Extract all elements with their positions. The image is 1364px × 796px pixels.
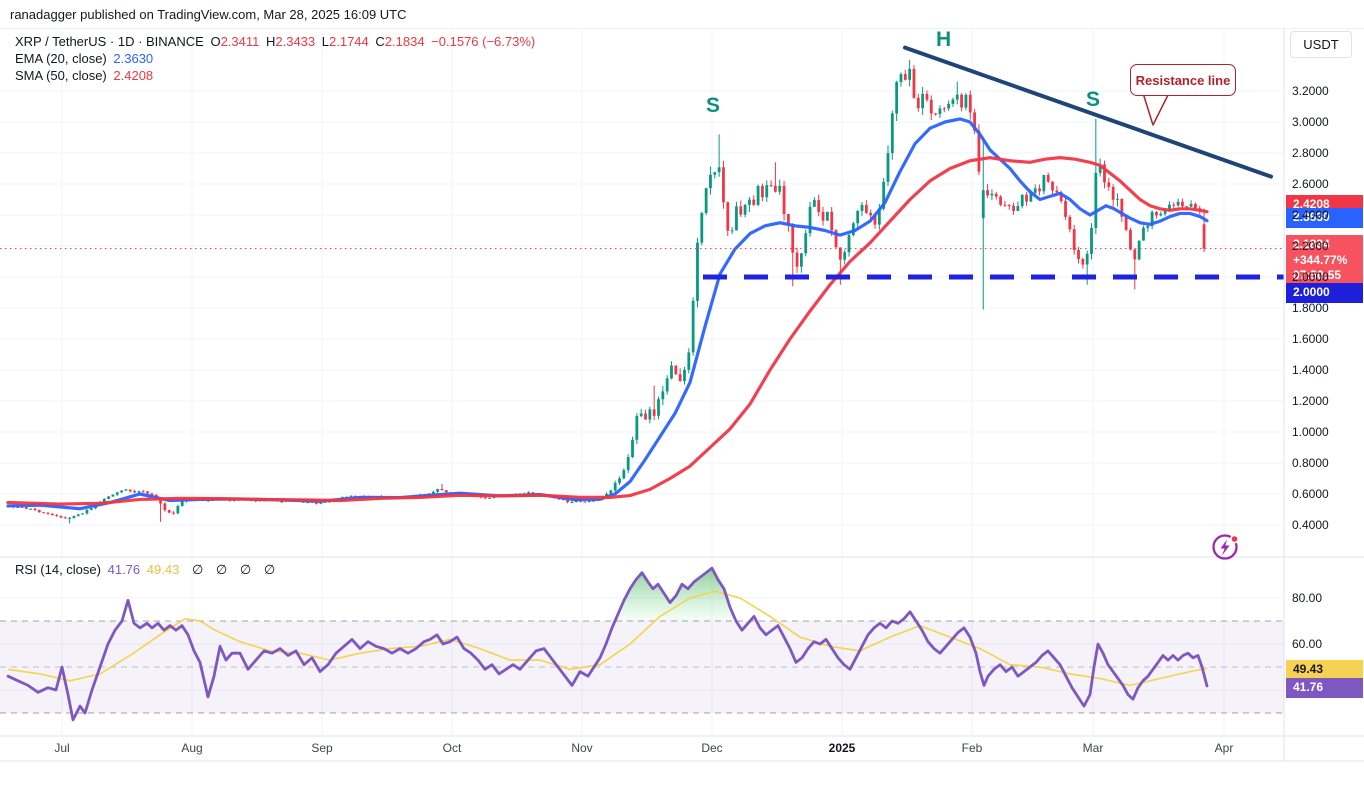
- ema-value: 2.3630: [113, 51, 154, 66]
- published-line: ranadagger published on TradingView.com,…: [10, 7, 407, 22]
- rsi-tick-label: 60.00: [1292, 637, 1323, 651]
- price-value-badge: 2.0000: [1286, 283, 1363, 303]
- time-axis-month-label: Oct: [442, 741, 462, 755]
- ema-legend-row[interactable]: EMA (20, close) 2.3630: [15, 51, 156, 66]
- symbol-title: XRP / TetherUS · 1D · BINANCE: [15, 34, 204, 49]
- rsi-label: RSI (14, close): [15, 562, 101, 577]
- right-shoulder-label[interactable]: S: [1086, 88, 1101, 111]
- price-value-badge: 2.1834 +344.77% 07:50:55: [1286, 235, 1363, 286]
- sma-value: 2.4208: [113, 68, 154, 83]
- pane-resize-handle[interactable]: [0, 553, 1284, 559]
- lightning-ideas-icon[interactable]: [1210, 531, 1242, 563]
- rsi-ma-value: 49.43: [146, 562, 180, 577]
- price-tick-label: 1.0000: [1292, 425, 1329, 439]
- time-axis-month-label: Jul: [54, 741, 70, 755]
- footer-bar: TradingView: [0, 762, 1364, 796]
- ohlc-close-key: C: [375, 34, 385, 49]
- ohlc-low-key: L: [321, 34, 329, 49]
- rsi-value-badge: 41.76: [1286, 678, 1363, 698]
- ohlc-open-key: O: [210, 34, 221, 49]
- time-axis-month-label: Apr: [1214, 741, 1234, 755]
- resistance-callout-text: Resistance line: [1135, 72, 1231, 88]
- sma-legend-row[interactable]: SMA (50, close) 2.4208: [15, 68, 156, 83]
- price-tick-label: 3.0000: [1292, 115, 1329, 129]
- price-tick-label: 1.2000: [1292, 394, 1329, 408]
- ohlc-close-value: 2.1834: [384, 34, 425, 49]
- ohlc-high-key: H: [265, 34, 276, 49]
- left-shoulder-label[interactable]: S: [706, 94, 721, 117]
- rsi-empty-slot: ∅: [191, 562, 204, 577]
- time-axis-month-label: 2025: [828, 741, 856, 755]
- rsi-empty-slot: ∅: [215, 562, 228, 577]
- ohlc-high-value: 2.3433: [275, 34, 316, 49]
- ohlc-low-value: 2.1744: [329, 34, 369, 49]
- time-axis-month-label: Feb: [961, 741, 983, 755]
- price-tick-label: 0.6000: [1292, 487, 1329, 501]
- price-tick-label: 1.6000: [1292, 332, 1329, 346]
- ohlc-open-value: 2.3411: [220, 34, 260, 49]
- head-label[interactable]: H: [936, 28, 952, 51]
- price-tick-label: 3.2000: [1292, 84, 1329, 98]
- resistance-callout[interactable]: Resistance line: [1130, 64, 1236, 96]
- price-tick-label: 2.2000: [1292, 239, 1329, 253]
- bolt-glyph: [1220, 539, 1230, 556]
- resistance-callout-tail: [1142, 93, 1170, 126]
- symbol-legend-row[interactable]: XRP / TetherUS · 1D · BINANCE O2.3411 H2…: [15, 34, 538, 49]
- price-tick-label: 2.6000: [1292, 177, 1329, 191]
- time-axis-month-label: Mar: [1082, 741, 1104, 755]
- rsi-value: 41.76: [107, 562, 141, 577]
- time-axis-month-label: Nov: [571, 741, 593, 755]
- rsi-empty-slot: ∅: [263, 562, 276, 577]
- ema-label: EMA (20, close): [15, 51, 107, 66]
- currency-toggle-label: USDT: [1303, 37, 1339, 52]
- price-tick-label: 2.8000: [1292, 146, 1329, 160]
- rsi-empty-slot: ∅: [239, 562, 252, 577]
- rsi-tick-label: 80.00: [1292, 591, 1323, 605]
- price-tick-label: 0.4000: [1292, 518, 1329, 532]
- rsi-legend-row[interactable]: RSI (14, close) 41.76 49.43 ∅ ∅ ∅ ∅: [15, 562, 278, 578]
- time-axis-month-label: Dec: [701, 741, 723, 755]
- change-value: −0.1576 (−6.73%): [431, 34, 536, 49]
- price-tick-label: 1.8000: [1292, 301, 1329, 315]
- price-tick-label: 1.4000: [1292, 363, 1329, 377]
- notification-dot: [1230, 534, 1239, 544]
- sma-label: SMA (50, close): [15, 68, 107, 83]
- price-tick-label: 2.4000: [1292, 208, 1329, 222]
- price-tick-label: 0.8000: [1292, 456, 1329, 470]
- time-axis-month-label: Aug: [181, 741, 203, 755]
- time-axis-month-label: Sep: [311, 741, 333, 755]
- price-value-badge: 2.3630: [1286, 208, 1363, 228]
- price-tick-label: 2.0000: [1292, 270, 1329, 284]
- currency-toggle-button[interactable]: USDT: [1290, 31, 1352, 58]
- rsi-value-badge: 49.43: [1286, 660, 1363, 680]
- publish-header: ranadagger published on TradingView.com,…: [0, 0, 1364, 28]
